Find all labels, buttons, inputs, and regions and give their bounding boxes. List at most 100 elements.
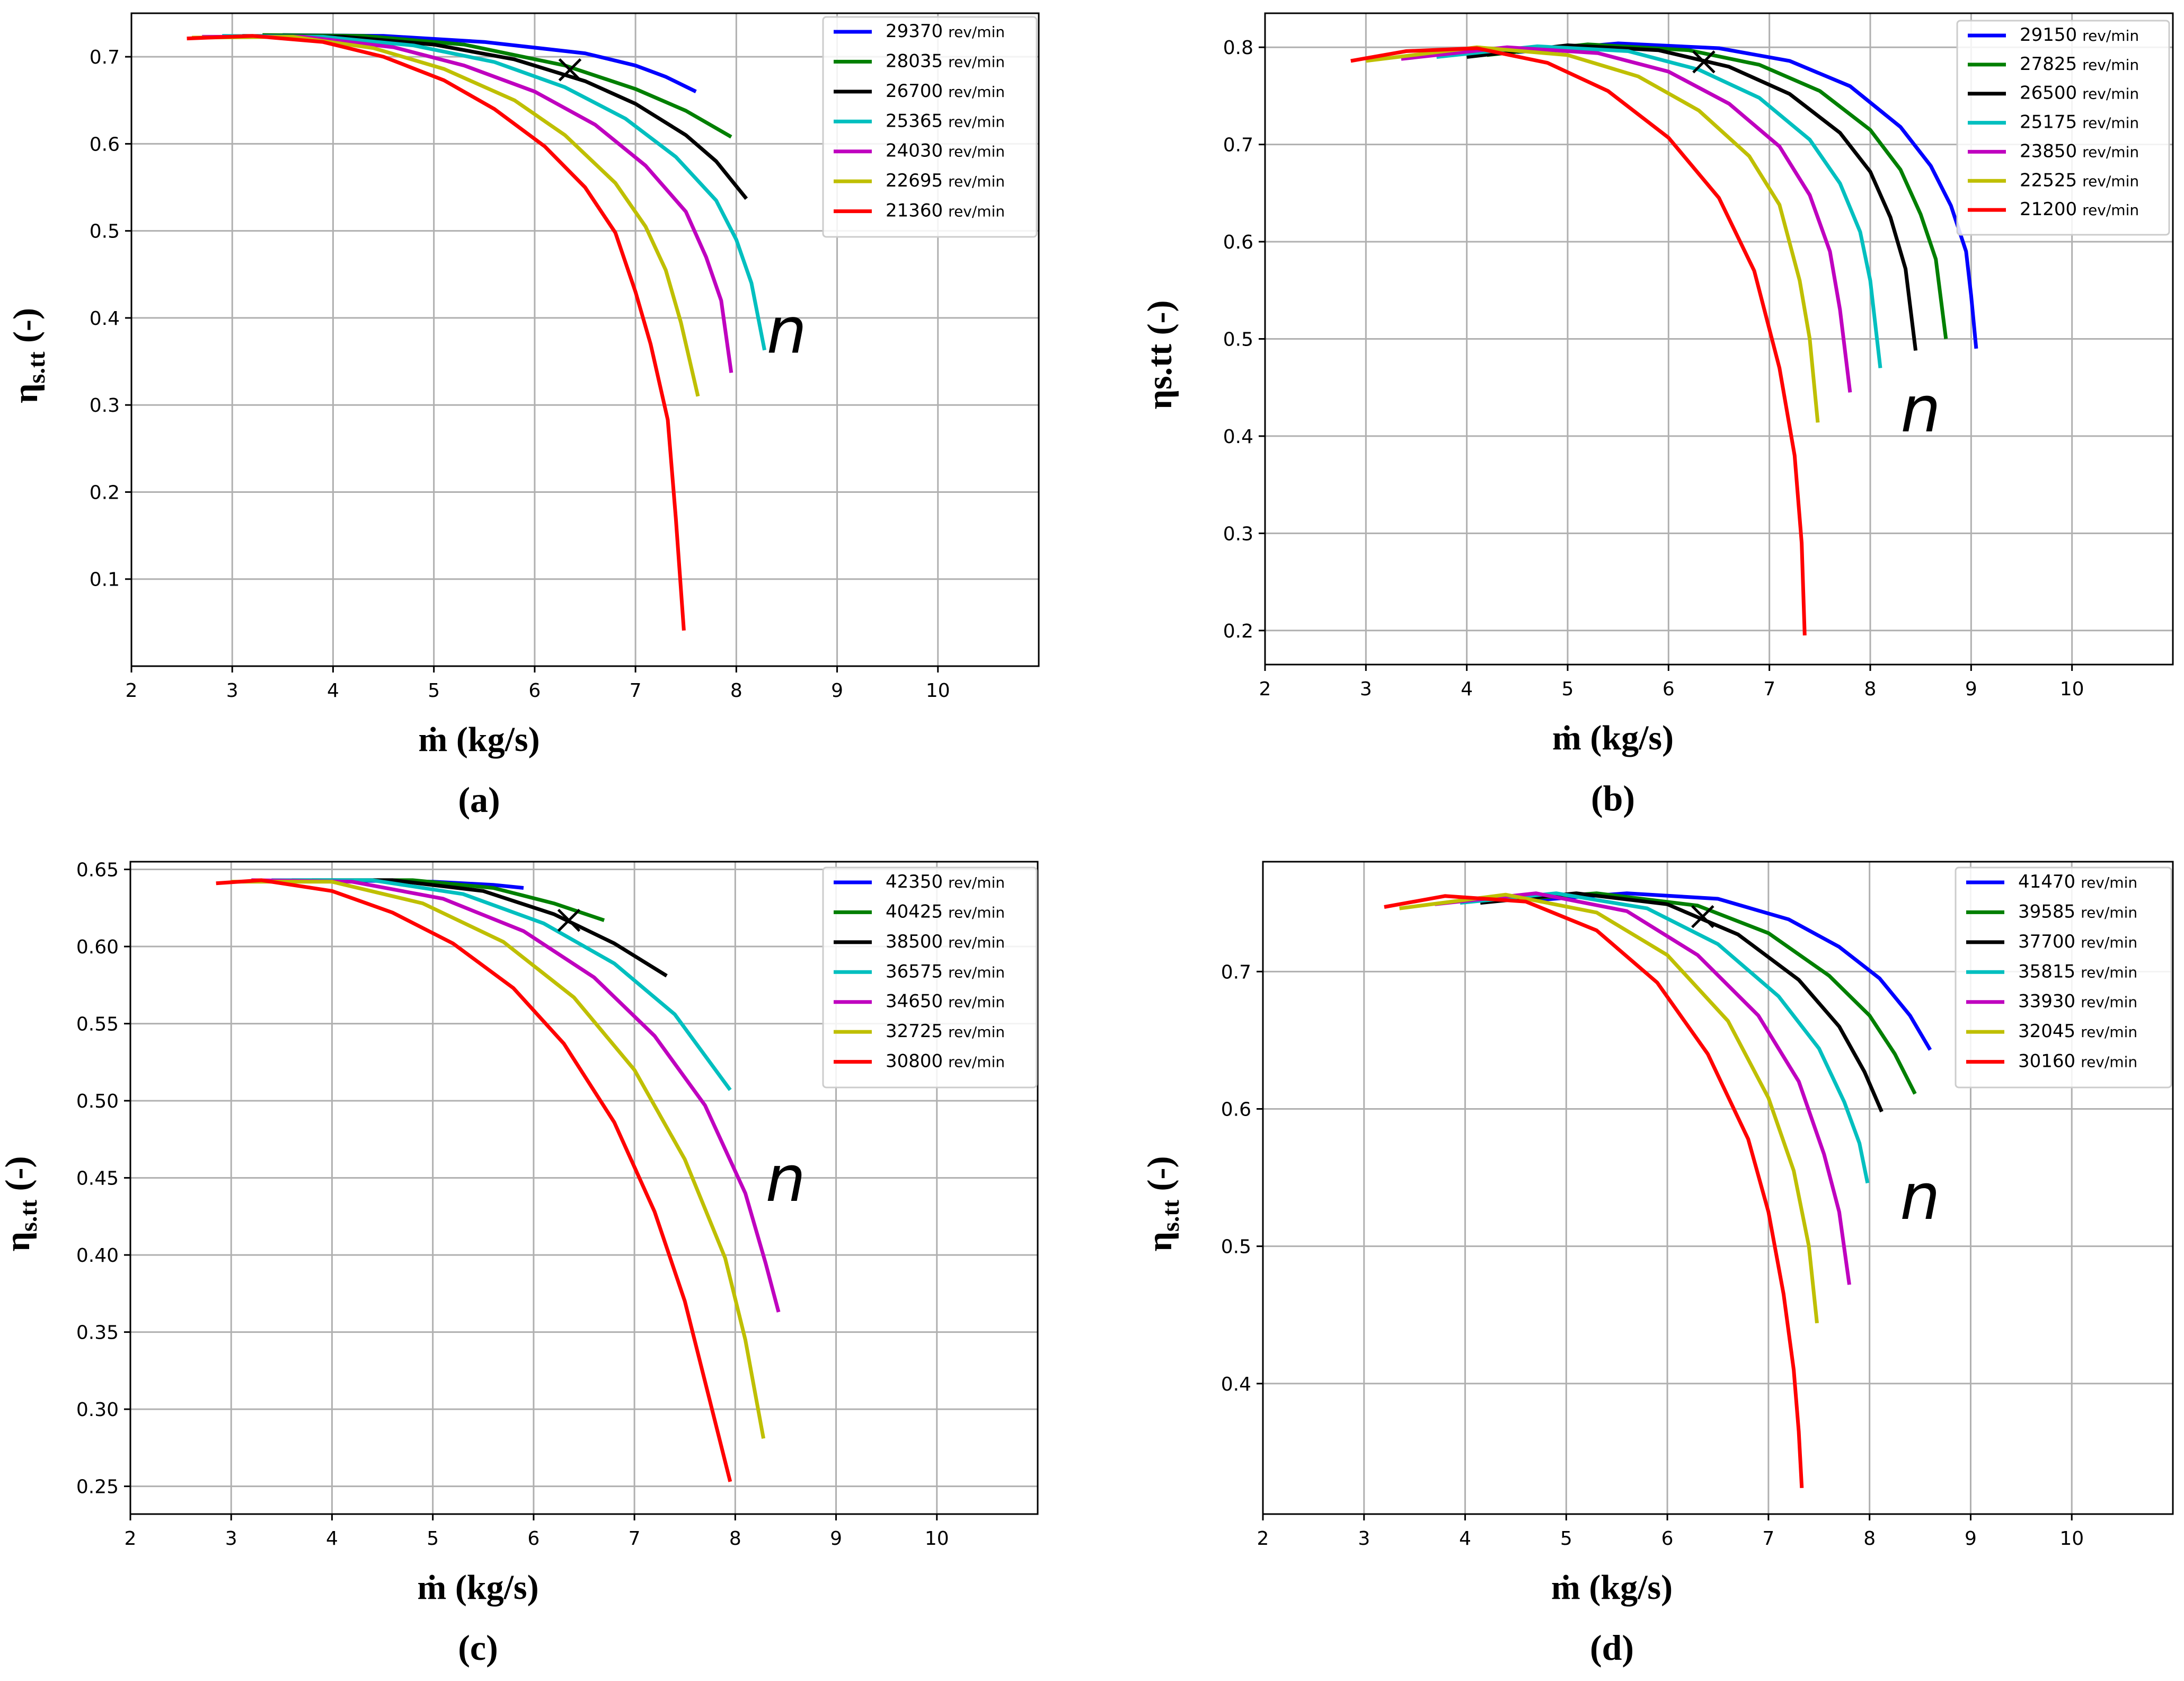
x-tick-label: 8 (1864, 678, 1877, 700)
x-tick-label: 10 (925, 1528, 949, 1550)
x-tick-label: 2 (1257, 1528, 1269, 1550)
legend-entry: 33930 rev/min (2018, 991, 2137, 1012)
panel-label: (c) (458, 1627, 498, 1668)
legend-unit: rev/min (2081, 1023, 2137, 1041)
legend-box (822, 866, 1038, 1089)
y-tick-label: 0.5 (90, 221, 120, 243)
legend-entry: 28035 rev/min (886, 50, 1005, 72)
y-tick-label: 0.2 (90, 482, 120, 503)
panel-label: (a) (458, 780, 500, 820)
series-line-26500 (1466, 43, 1918, 351)
x-tick-label: 9 (1965, 678, 1977, 700)
legend-unit: rev/min (948, 173, 1005, 190)
legend-entry: 26700 rev/min (886, 81, 1005, 102)
y-tick-label: 0.5 (1221, 1236, 1251, 1258)
legend-unit: rev/min (948, 83, 1005, 101)
x-tick-label: 10 (2059, 1528, 2084, 1550)
legend-entry: 25365 rev/min (886, 110, 1005, 131)
x-tick-label: 8 (730, 680, 742, 702)
series-line-30800 (216, 878, 732, 1482)
series-line-21200 (1350, 46, 1807, 636)
legend-entry: 40425 rev/min (886, 901, 1005, 922)
x-tick-label: 5 (1562, 678, 1574, 700)
series-line-41470 (1535, 891, 1932, 1051)
legend-entry: 23850 rev/min (2020, 140, 2139, 162)
legend-value: 25175 (2020, 112, 2077, 133)
legend-box (822, 16, 1038, 238)
series-line-22525 (1365, 45, 1820, 423)
series-line-30160 (1384, 894, 1804, 1488)
plot-frame (129, 861, 1039, 1515)
legend-value: 30800 (886, 1051, 943, 1072)
legend-value: 30160 (2018, 1051, 2075, 1072)
x-tick-label: 5 (1560, 1528, 1572, 1550)
y-tick-label: 0.50 (76, 1091, 119, 1112)
legend-value: 34650 (886, 991, 943, 1012)
chart-panel-c: 2 3 4 5 6 7 8 9 10 0.25 0.30 0.35 0.40 0.45 0.50 0.55 0.… (0, 860, 1039, 1668)
series-line-34650 (251, 878, 781, 1313)
series-line-22695 (192, 34, 700, 397)
y-axis-label: ηs.tt (-) (1140, 300, 1179, 409)
legend-unit: rev/min (948, 904, 1005, 921)
y-tick-label: 0.8 (1223, 37, 1253, 59)
y-tick-label: 0.7 (90, 47, 120, 68)
x-tick-label: 7 (630, 680, 642, 702)
legend: 29370 rev/min 28035 rev/min 26700 rev/min 2536… (822, 16, 1038, 238)
legend-unit: rev/min (948, 53, 1005, 70)
x-tick-label: 9 (830, 1528, 842, 1550)
series-line-26700 (242, 34, 748, 200)
legend-value: 26700 (886, 81, 943, 102)
legend-value: 29150 (2020, 24, 2077, 46)
legend-value: 32725 (886, 1021, 943, 1042)
y-tick-label: 0.1 (90, 569, 120, 591)
y-tick-label: 0.4 (1221, 1374, 1251, 1395)
plot-frame (130, 12, 1040, 667)
x-tick-label: 7 (629, 1528, 641, 1550)
legend-entry: 30800 rev/min (886, 1051, 1005, 1072)
x-axis-label: ṁ (kg/s) (1551, 1568, 1673, 1607)
legend-entry: 21360 rev/min (886, 200, 1005, 222)
legend-unit: rev/min (2081, 934, 2137, 951)
x-axis-label: ṁ (kg/s) (418, 720, 540, 759)
y-tick-label: 0.45 (76, 1168, 119, 1190)
legend-value: 27825 (2020, 54, 2077, 75)
panel-label: (b) (1591, 778, 1635, 818)
legend-entry: 21200 rev/min (2020, 199, 2139, 220)
legend-unit: rev/min (948, 1023, 1005, 1041)
legend-entry: 38500 rev/min (886, 931, 1005, 952)
legend-value: 21360 (886, 200, 943, 222)
legend-entry: 29370 rev/min (886, 21, 1005, 42)
legend-value: 22695 (886, 170, 943, 191)
y-tick-label: 0.60 (76, 936, 119, 958)
legend-entry: 42350 rev/min (886, 871, 1005, 892)
legend-unit: rev/min (2081, 874, 2137, 891)
legend-unit: rev/min (948, 994, 1005, 1011)
legend-entry: 36575 rev/min (886, 961, 1005, 982)
x-tick-label: 2 (125, 1528, 137, 1550)
speed-annotation: n (766, 295, 807, 368)
legend-unit: rev/min (948, 874, 1005, 891)
x-tick-label: 4 (327, 680, 339, 702)
speed-annotation: n (1900, 373, 1941, 447)
x-tick-label: 4 (1459, 1528, 1471, 1550)
legend-entry: 27825 rev/min (2020, 54, 2139, 75)
legend-box (1955, 866, 2172, 1089)
x-tick-label: 3 (1358, 1528, 1370, 1550)
x-tick-label: 10 (2060, 678, 2084, 700)
legend-unit: rev/min (2082, 56, 2139, 74)
y-tick-label: 0.3 (90, 395, 120, 417)
legend-value: 39585 (2018, 901, 2075, 922)
legend-unit: rev/min (948, 934, 1005, 951)
x-tick-label: 6 (527, 1528, 540, 1550)
legend-unit: rev/min (948, 143, 1005, 161)
x-tick-label: 6 (1663, 678, 1675, 700)
x-tick-label: 9 (831, 680, 843, 702)
y-tick-label: 0.5 (1223, 329, 1253, 351)
x-tick-label: 9 (1965, 1528, 1977, 1550)
chart-panel-b: 2 3 4 5 6 7 8 9 10 0.2 0.3 0.4 0.5 0.6 0.7 0.8 n 29150 rev… (1140, 12, 2174, 818)
legend-entry: 24030 rev/min (886, 140, 1005, 162)
legend-unit: rev/min (2081, 963, 2137, 981)
legend-unit: rev/min (2082, 85, 2139, 103)
legend-value: 42350 (886, 871, 943, 892)
